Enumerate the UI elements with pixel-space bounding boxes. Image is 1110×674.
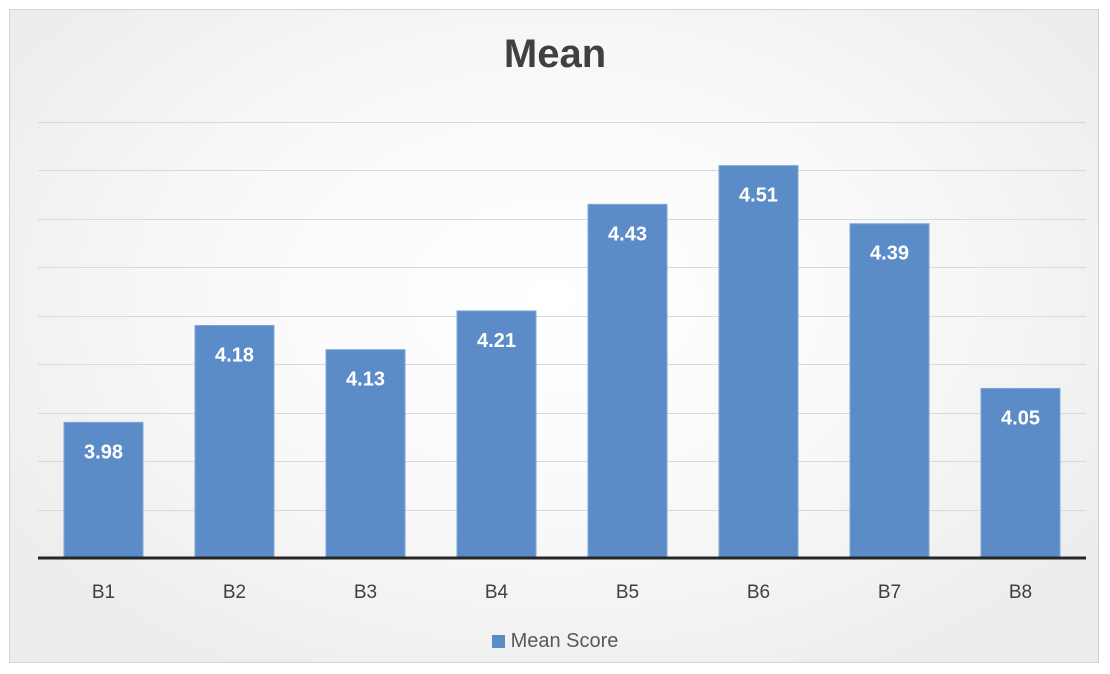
bar-b7	[849, 223, 930, 559]
legend-label: Mean Score	[510, 630, 619, 652]
bars	[63, 165, 1061, 559]
bar-b5	[587, 203, 668, 559]
data-label-b2: 4.18	[215, 344, 254, 366]
data-labels: 3.98 4.18 4.13 4.21 4.43 4.51 4.39 4.05	[84, 185, 1040, 464]
bar-b2	[194, 324, 275, 559]
legend: Mean Score	[0, 630, 1110, 653]
data-label-b8: 4.05	[1001, 407, 1040, 429]
data-label-b1: 3.98	[84, 441, 123, 463]
legend-swatch	[491, 635, 505, 648]
data-label-b3: 4.13	[346, 369, 385, 391]
x-tick-label-b3: B3	[354, 582, 377, 603]
bar-b3	[325, 349, 406, 559]
x-tick-label-b8: B8	[1009, 582, 1032, 603]
x-tick-label-b2: B2	[223, 582, 246, 603]
chart-title: Mean	[503, 32, 607, 76]
x-tick-label-b1: B1	[92, 582, 115, 603]
x-tick-label-b5: B5	[616, 582, 639, 603]
x-tick-label-b6: B6	[747, 582, 770, 603]
bar-b4	[456, 310, 537, 559]
data-label-b6: 4.51	[739, 185, 778, 207]
x-tick-labels: B1 B2 B3 B4 B5 B6 B7 B8	[92, 582, 1032, 603]
data-label-b7: 4.39	[870, 243, 909, 265]
bar-b6	[718, 165, 799, 559]
x-tick-label-b7: B7	[878, 582, 901, 603]
data-label-b4: 4.21	[477, 330, 516, 352]
data-label-b5: 4.43	[608, 223, 647, 245]
x-tick-label-b4: B4	[485, 582, 509, 603]
bar-b1	[63, 421, 144, 559]
